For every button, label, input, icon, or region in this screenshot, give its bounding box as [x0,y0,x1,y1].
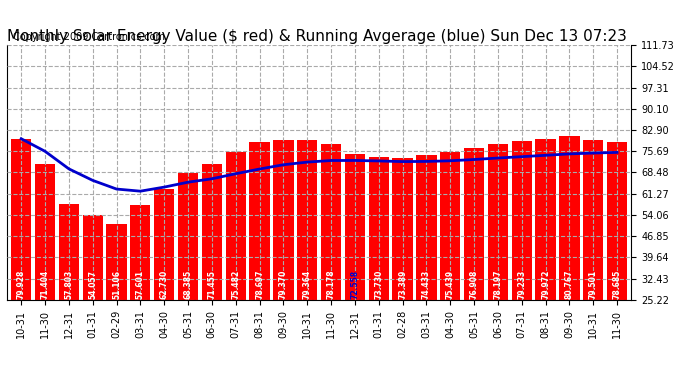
Bar [249,142,270,374]
Bar [35,164,55,374]
Text: 73.730: 73.730 [374,269,383,298]
Text: 76.908: 76.908 [470,269,479,298]
Text: 79.233: 79.233 [518,269,526,298]
Bar [416,155,437,374]
Text: 73.389: 73.389 [398,269,407,298]
Bar [83,215,103,374]
Text: 79.364: 79.364 [303,269,312,298]
Bar [273,140,293,374]
Text: 79.928: 79.928 [17,269,26,298]
Text: 78.178: 78.178 [326,269,335,298]
Text: 74.433: 74.433 [422,269,431,298]
Text: 54.057: 54.057 [88,270,97,298]
Bar [583,140,603,374]
Bar [607,142,627,374]
Bar [368,157,389,374]
Bar [178,173,198,374]
Bar [106,224,127,374]
Bar [321,144,341,374]
Text: 62.730: 62.730 [159,269,168,298]
Text: 71.455: 71.455 [208,270,217,298]
Text: 68.385: 68.385 [184,269,193,298]
Text: 51.106: 51.106 [112,270,121,298]
Bar [130,204,150,374]
Text: 75.482: 75.482 [231,269,240,298]
Text: 79.370: 79.370 [279,269,288,298]
Text: 80.767: 80.767 [565,269,574,298]
Bar [11,139,31,374]
Text: 78.697: 78.697 [255,269,264,298]
Bar [345,154,365,374]
Bar [464,148,484,374]
Bar [226,152,246,374]
Bar [535,139,555,374]
Bar [440,152,460,374]
Text: 79.972: 79.972 [541,269,550,298]
Bar [297,140,317,374]
Bar [560,136,580,374]
Text: 79.501: 79.501 [589,269,598,298]
Bar [393,158,413,374]
Bar [511,141,532,374]
Text: Copyright 2009 Cartronics.com: Copyright 2009 Cartronics.com [13,33,165,42]
Text: 75.439: 75.439 [446,269,455,298]
Bar [59,204,79,374]
Text: 72.558: 72.558 [351,269,359,298]
Text: Monthly Solar Energy Value ($ red) & Running Avgerage (blue) Sun Dec 13 07:23: Monthly Solar Energy Value ($ red) & Run… [7,29,627,44]
Bar [154,189,175,374]
Bar [201,164,222,374]
Text: 78.197: 78.197 [493,269,502,298]
Text: 78.685: 78.685 [613,269,622,298]
Text: 57.803: 57.803 [64,269,73,298]
Text: 71.404: 71.404 [41,269,50,298]
Text: 57.601: 57.601 [136,269,145,298]
Bar [488,144,508,374]
